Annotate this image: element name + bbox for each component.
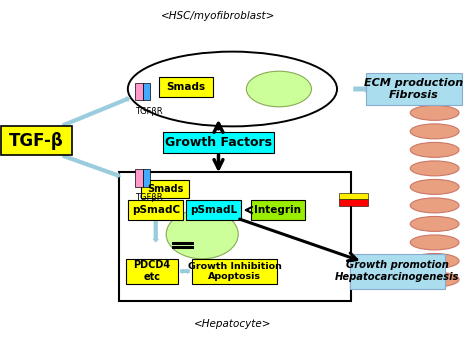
Text: Integrin: Integrin xyxy=(255,205,301,215)
Ellipse shape xyxy=(128,52,337,126)
FancyBboxPatch shape xyxy=(141,180,189,198)
Text: <Hepatocyte>: <Hepatocyte> xyxy=(194,319,271,329)
Text: Smads: Smads xyxy=(147,184,183,194)
FancyBboxPatch shape xyxy=(163,132,274,153)
FancyBboxPatch shape xyxy=(0,126,72,155)
Ellipse shape xyxy=(410,272,459,287)
Ellipse shape xyxy=(410,198,459,213)
Ellipse shape xyxy=(410,161,459,176)
Text: Smads: Smads xyxy=(166,82,206,92)
Text: pSmadC: pSmadC xyxy=(132,205,180,215)
Text: pSmadL: pSmadL xyxy=(190,205,237,215)
FancyBboxPatch shape xyxy=(126,259,178,284)
Text: <HSC/myofibroblast>: <HSC/myofibroblast> xyxy=(161,11,276,21)
FancyBboxPatch shape xyxy=(158,77,213,97)
Ellipse shape xyxy=(410,142,459,157)
Ellipse shape xyxy=(410,124,459,139)
Bar xyxy=(143,83,150,100)
Bar xyxy=(339,193,368,199)
Ellipse shape xyxy=(410,253,459,268)
Ellipse shape xyxy=(410,179,459,194)
FancyBboxPatch shape xyxy=(128,200,183,220)
Ellipse shape xyxy=(410,105,459,120)
Text: TGFβR: TGFβR xyxy=(135,107,163,116)
FancyBboxPatch shape xyxy=(192,259,277,284)
Ellipse shape xyxy=(246,71,311,107)
Text: TGFβR: TGFβR xyxy=(135,193,163,202)
Text: Growth Factors: Growth Factors xyxy=(165,136,272,149)
Text: TGF-β: TGF-β xyxy=(9,132,64,150)
Text: ECM production
Fibrosis: ECM production Fibrosis xyxy=(364,78,463,100)
Bar xyxy=(135,169,143,187)
Bar xyxy=(135,83,143,100)
Bar xyxy=(143,169,150,187)
Text: Growth Inhibition
Apoptosis: Growth Inhibition Apoptosis xyxy=(188,262,282,281)
FancyBboxPatch shape xyxy=(251,200,305,220)
Bar xyxy=(118,172,351,301)
Text: PDCD4
etc: PDCD4 etc xyxy=(134,261,171,282)
Bar xyxy=(339,199,368,206)
Ellipse shape xyxy=(166,210,238,259)
FancyBboxPatch shape xyxy=(349,254,445,289)
FancyBboxPatch shape xyxy=(186,200,241,220)
Ellipse shape xyxy=(410,216,459,231)
Text: Growth promotion
Hepatocarcinogenesis: Growth promotion Hepatocarcinogenesis xyxy=(335,261,460,282)
Ellipse shape xyxy=(410,235,459,250)
FancyBboxPatch shape xyxy=(366,73,462,105)
